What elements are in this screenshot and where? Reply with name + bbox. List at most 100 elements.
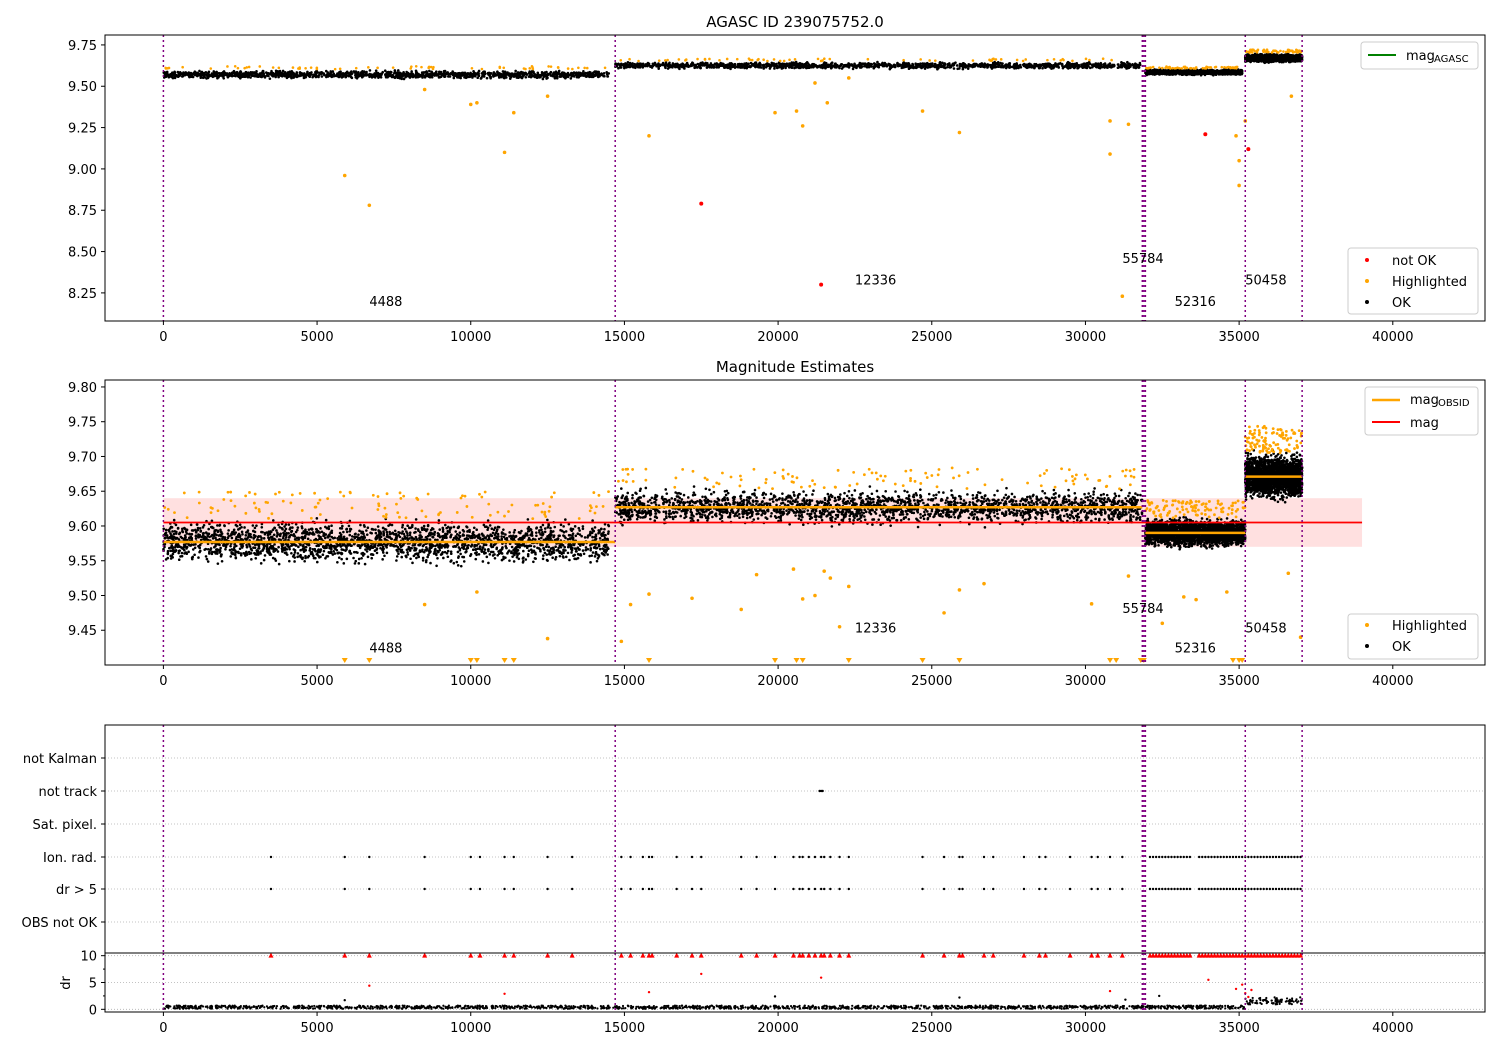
ok-point: [401, 74, 404, 78]
ok-point: [1067, 65, 1070, 69]
ok-point: [549, 74, 553, 77]
ok-point: [708, 66, 711, 69]
ok-point: [948, 66, 952, 69]
ok-point: [876, 60, 879, 64]
ok-point: [986, 65, 990, 68]
ok-point: [298, 71, 302, 74]
highlighted-point: [1224, 66, 1228, 69]
ok-point: [546, 72, 550, 76]
ok-point: [206, 72, 210, 75]
ok-point: [314, 72, 318, 76]
ok-point: [626, 64, 630, 67]
highlighted-point: [1220, 65, 1224, 69]
ok-point: [704, 61, 708, 65]
ok-point: [410, 70, 413, 73]
ok-point: [1104, 64, 1107, 67]
highlighted-point: [866, 57, 870, 61]
ok-point: [244, 70, 248, 74]
highlighted-point: [502, 66, 506, 70]
ok-point: [677, 64, 681, 67]
highlighted-point: [528, 67, 532, 70]
ok-point: [217, 71, 221, 75]
ok-point: [582, 70, 585, 73]
highlighted-point: [664, 59, 667, 62]
ok-point: [1009, 65, 1012, 69]
highlighted-point: [571, 67, 574, 71]
highlighted-point: [547, 65, 550, 68]
ok-point: [804, 63, 808, 67]
ok-point: [589, 71, 592, 74]
highlighted-point: [603, 66, 607, 70]
ok-point: [390, 74, 393, 78]
ok-point: [265, 74, 269, 77]
ok-point: [295, 71, 299, 74]
ok-point: [457, 76, 461, 79]
ok-point: [188, 73, 191, 76]
ok-point: [309, 73, 313, 76]
ok-point: [349, 75, 353, 79]
ok-point: [270, 69, 273, 73]
highlighted-point: [428, 65, 431, 69]
ok-point: [250, 73, 254, 77]
ok-point: [537, 73, 541, 77]
highlighted-point: [164, 66, 167, 70]
ok-point: [354, 70, 358, 73]
ok-point: [1013, 67, 1016, 70]
highlighted-point: [684, 59, 687, 62]
ok-point: [557, 69, 561, 73]
ok-point: [330, 75, 333, 79]
ok-point: [902, 63, 906, 66]
ok-point: [398, 75, 402, 79]
ok-point: [463, 76, 466, 79]
ok-point: [265, 71, 269, 75]
ok-point: [1210, 68, 1214, 72]
highlighted-point: [793, 58, 797, 61]
ok-point: [260, 71, 263, 75]
highlighted-point: [1231, 66, 1234, 70]
ok-point: [736, 62, 740, 66]
ok-point: [606, 75, 610, 78]
highlighted-point: [782, 59, 786, 63]
ok-point: [1004, 63, 1008, 66]
ok-point: [989, 63, 992, 67]
highlighted-point: [928, 59, 931, 62]
ok-point: [569, 77, 573, 80]
ok-point: [971, 65, 974, 69]
ok-point: [396, 69, 400, 72]
ok-point: [750, 62, 754, 66]
ok-point: [1041, 66, 1044, 70]
ok-point: [211, 75, 215, 79]
ok-point: [281, 69, 285, 73]
ok-point: [251, 71, 255, 74]
ok-point: [282, 73, 286, 76]
ok-point: [396, 71, 399, 74]
ok-point: [732, 64, 736, 67]
ok-point: [823, 64, 826, 68]
ok-point: [502, 73, 506, 76]
ok-point: [1074, 64, 1078, 68]
ok-point: [593, 74, 596, 78]
ok-point: [1100, 63, 1103, 66]
highlighted-point: [236, 66, 240, 70]
ok-point: [722, 62, 725, 66]
ok-point: [639, 62, 643, 66]
ok-point: [933, 65, 937, 69]
ok-point: [287, 73, 290, 76]
ok-point: [393, 76, 397, 80]
ok-point: [661, 62, 665, 66]
ok-point: [1034, 62, 1038, 66]
ok-point: [166, 74, 170, 78]
ok-point: [1029, 64, 1033, 68]
highlighted-point: [480, 67, 484, 71]
highlighted-point: [1201, 66, 1205, 70]
ok-point: [1098, 66, 1102, 70]
ok-point: [229, 74, 233, 77]
highlighted-point: [277, 66, 281, 70]
ok-point: [223, 73, 226, 77]
ok-point: [793, 66, 796, 70]
highlighted-point: [1110, 58, 1113, 62]
ok-points-segment: [1144, 65, 1244, 77]
ok-point: [837, 65, 841, 68]
highlighted-point: [703, 57, 707, 61]
ok-point: [863, 63, 867, 67]
